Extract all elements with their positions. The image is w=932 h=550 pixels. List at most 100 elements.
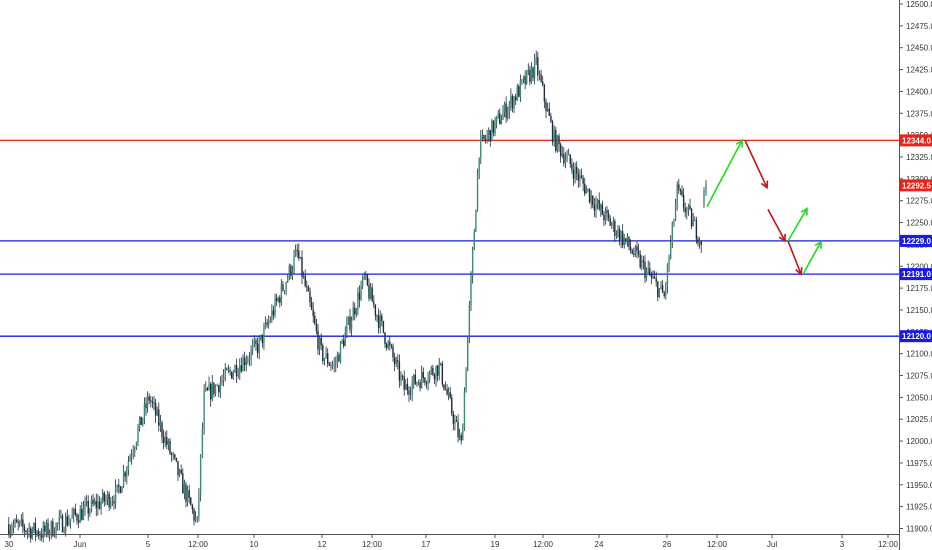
candle-body: [322, 345, 324, 362]
candle-body: [441, 363, 444, 385]
candle-body: [582, 178, 584, 184]
arrow-down-shaft[interactable]: [787, 240, 802, 275]
candle-body: [395, 359, 397, 365]
candle-body: [301, 257, 303, 277]
price-tag-bg: [900, 134, 932, 147]
price-tag-label: 12120.0: [902, 332, 931, 341]
candle-body: [271, 310, 273, 321]
y-tick-label: 11925.0: [906, 503, 932, 512]
candle-body: [328, 363, 331, 366]
candle-body: [530, 67, 533, 82]
x-tick-label: 10: [250, 540, 259, 549]
candle-body: [579, 175, 581, 181]
candle-body: [196, 516, 198, 518]
candle-body: [527, 69, 529, 71]
candle-body: [318, 337, 321, 350]
candle-body: [108, 493, 110, 507]
candle-body: [169, 440, 171, 454]
candle-body: [475, 210, 477, 232]
arrow-down-head: [778, 233, 786, 243]
candle-body: [240, 365, 243, 372]
y-tick-label: 12050.0: [906, 393, 932, 402]
candle-body: [385, 344, 388, 348]
candle-body: [138, 416, 141, 429]
x-tick-label: 3: [840, 540, 845, 549]
candle-body: [700, 240, 702, 246]
candle-body: [478, 157, 480, 174]
price-tag-bg: [900, 268, 932, 281]
candle-body: [60, 515, 62, 517]
candle-body: [122, 472, 125, 487]
candle-body: [342, 340, 345, 347]
candle-body: [148, 396, 150, 401]
candle-body: [371, 287, 373, 302]
candle-body: [124, 472, 126, 477]
candle-body: [285, 282, 287, 291]
candle-body: [65, 516, 67, 532]
candle-body: [615, 234, 618, 236]
price-tag: 12191.0: [900, 268, 932, 281]
candle-body: [214, 385, 217, 394]
candle-body: [679, 189, 682, 192]
candle-body: [280, 284, 283, 303]
candle-body: [585, 188, 588, 194]
candle-body: [609, 217, 611, 226]
candle-body: [436, 365, 439, 376]
candle-body: [673, 220, 675, 223]
candle-body: [443, 384, 445, 390]
candle-body: [366, 274, 369, 286]
candle-body: [172, 454, 174, 456]
candle-body: [183, 484, 186, 494]
y-tick-label: 12150.0: [906, 306, 932, 315]
candle-body: [360, 286, 362, 300]
arrow-up-shaft[interactable]: [787, 208, 808, 242]
candle-body: [470, 276, 472, 306]
candle-body: [110, 502, 112, 507]
time-axis[interactable]: 30 Jun 5 12:00 10 12 12:00 17 19 12:00 24 26 12:00 Ju…: [0, 534, 900, 549]
candle-body: [89, 510, 91, 514]
y-tick-label: 12000.0: [906, 437, 932, 446]
candle-body: [14, 519, 16, 525]
candle-body: [587, 188, 589, 190]
price-tag: 12229.0: [900, 234, 932, 247]
candle-body: [652, 277, 654, 278]
candle-body: [87, 501, 89, 514]
candle-body: [499, 113, 501, 124]
candle-body: [510, 95, 512, 105]
candle-body: [77, 520, 80, 523]
arrow-down-shaft[interactable]: [767, 209, 786, 242]
candle-body: [111, 501, 114, 503]
candle-body: [39, 535, 41, 537]
x-tick-label: Jun: [74, 540, 87, 549]
candle-body: [302, 275, 305, 277]
candle-body: [518, 86, 520, 97]
candle-body: [695, 220, 698, 240]
candle-body: [505, 103, 507, 118]
candle-body: [625, 238, 627, 242]
candle-body: [533, 59, 536, 78]
candle-body: [384, 332, 386, 345]
arrow-up-shaft[interactable]: [802, 241, 822, 275]
arrow-up-shaft[interactable]: [706, 139, 743, 208]
candle-body: [550, 115, 552, 122]
candle-body: [500, 119, 503, 124]
candle-body: [211, 382, 213, 400]
candle-body: [705, 183, 707, 193]
candle-body: [19, 521, 21, 524]
candle-body: [529, 69, 531, 82]
candle-body: [658, 288, 661, 298]
candle-body: [572, 169, 575, 179]
candle-body: [208, 384, 210, 391]
candle-body: [130, 455, 133, 458]
candle-body: [326, 353, 329, 364]
candle-body: [564, 159, 567, 164]
candle-body: [569, 154, 571, 165]
candle-body: [540, 74, 542, 82]
candle-body: [561, 153, 563, 157]
candle-body: [180, 470, 182, 474]
candle-body: [227, 369, 230, 371]
arrow-down-shaft[interactable]: [744, 140, 768, 188]
candle-body: [156, 409, 158, 416]
candle-body: [299, 257, 302, 259]
candle-body: [559, 144, 562, 157]
